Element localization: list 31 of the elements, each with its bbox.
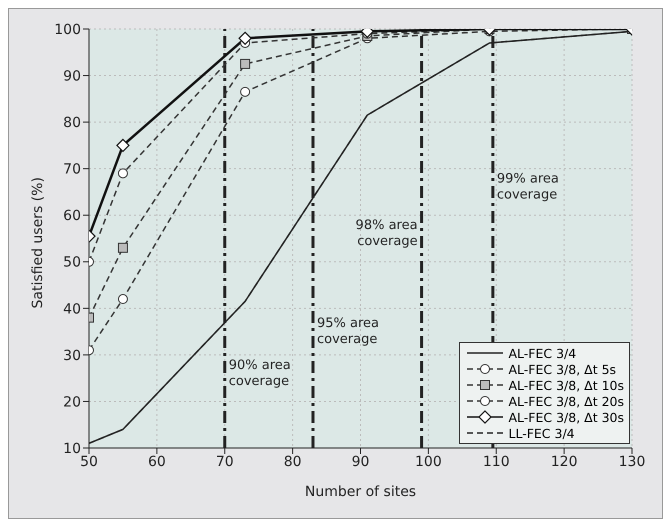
x-tick-label: 100 <box>415 454 442 470</box>
legend-label: AL-FEC 3/8, Δt 10s <box>508 378 624 392</box>
legend-label: AL-FEC 3/8, Δt 5s <box>508 362 616 376</box>
legend-label: AL-FEC 3/4 <box>508 346 576 360</box>
y-tick-label: 30 <box>63 348 81 364</box>
annotation: 90% area coverage <box>228 358 291 389</box>
x-axis-title: Number of sites <box>304 484 416 500</box>
x-tick-label: 80 <box>284 454 302 470</box>
legend-label: AL-FEC 3/8, Δt 30s <box>508 410 624 424</box>
x-tick-label: 70 <box>216 454 234 470</box>
legend-label: LL-FEC 3/4 <box>508 426 575 440</box>
y-tick-label: 20 <box>63 394 81 410</box>
y-tick-label: 100 <box>54 22 81 38</box>
y-tick-label: 80 <box>63 115 81 132</box>
annotation: 95% area coverage <box>316 316 380 347</box>
y-tick-label: 50 <box>63 254 81 271</box>
annotation: 98% area coverage <box>356 218 418 250</box>
x-tick-label: 110 <box>482 454 510 470</box>
x-tick-label: 50 <box>80 454 98 470</box>
y-tick-label: 60 <box>63 208 81 224</box>
x-tick-label: 90 <box>352 454 370 470</box>
y-tick-label: 90 <box>63 68 81 85</box>
legend-label: AL-FEC 3/8, Δt 20s <box>508 394 624 408</box>
y-axis-title: Satisfied users (%) <box>30 177 46 308</box>
x-tick-label: 130 <box>618 454 646 470</box>
annotation: 99% area coverage <box>496 172 559 203</box>
y-tick-label: 40 <box>63 301 81 318</box>
y-tick-label: 70 <box>63 162 81 178</box>
y-tick-label: 10 <box>63 440 81 457</box>
x-tick-label: 60 <box>148 454 166 470</box>
x-tick-label: 120 <box>550 454 578 470</box>
